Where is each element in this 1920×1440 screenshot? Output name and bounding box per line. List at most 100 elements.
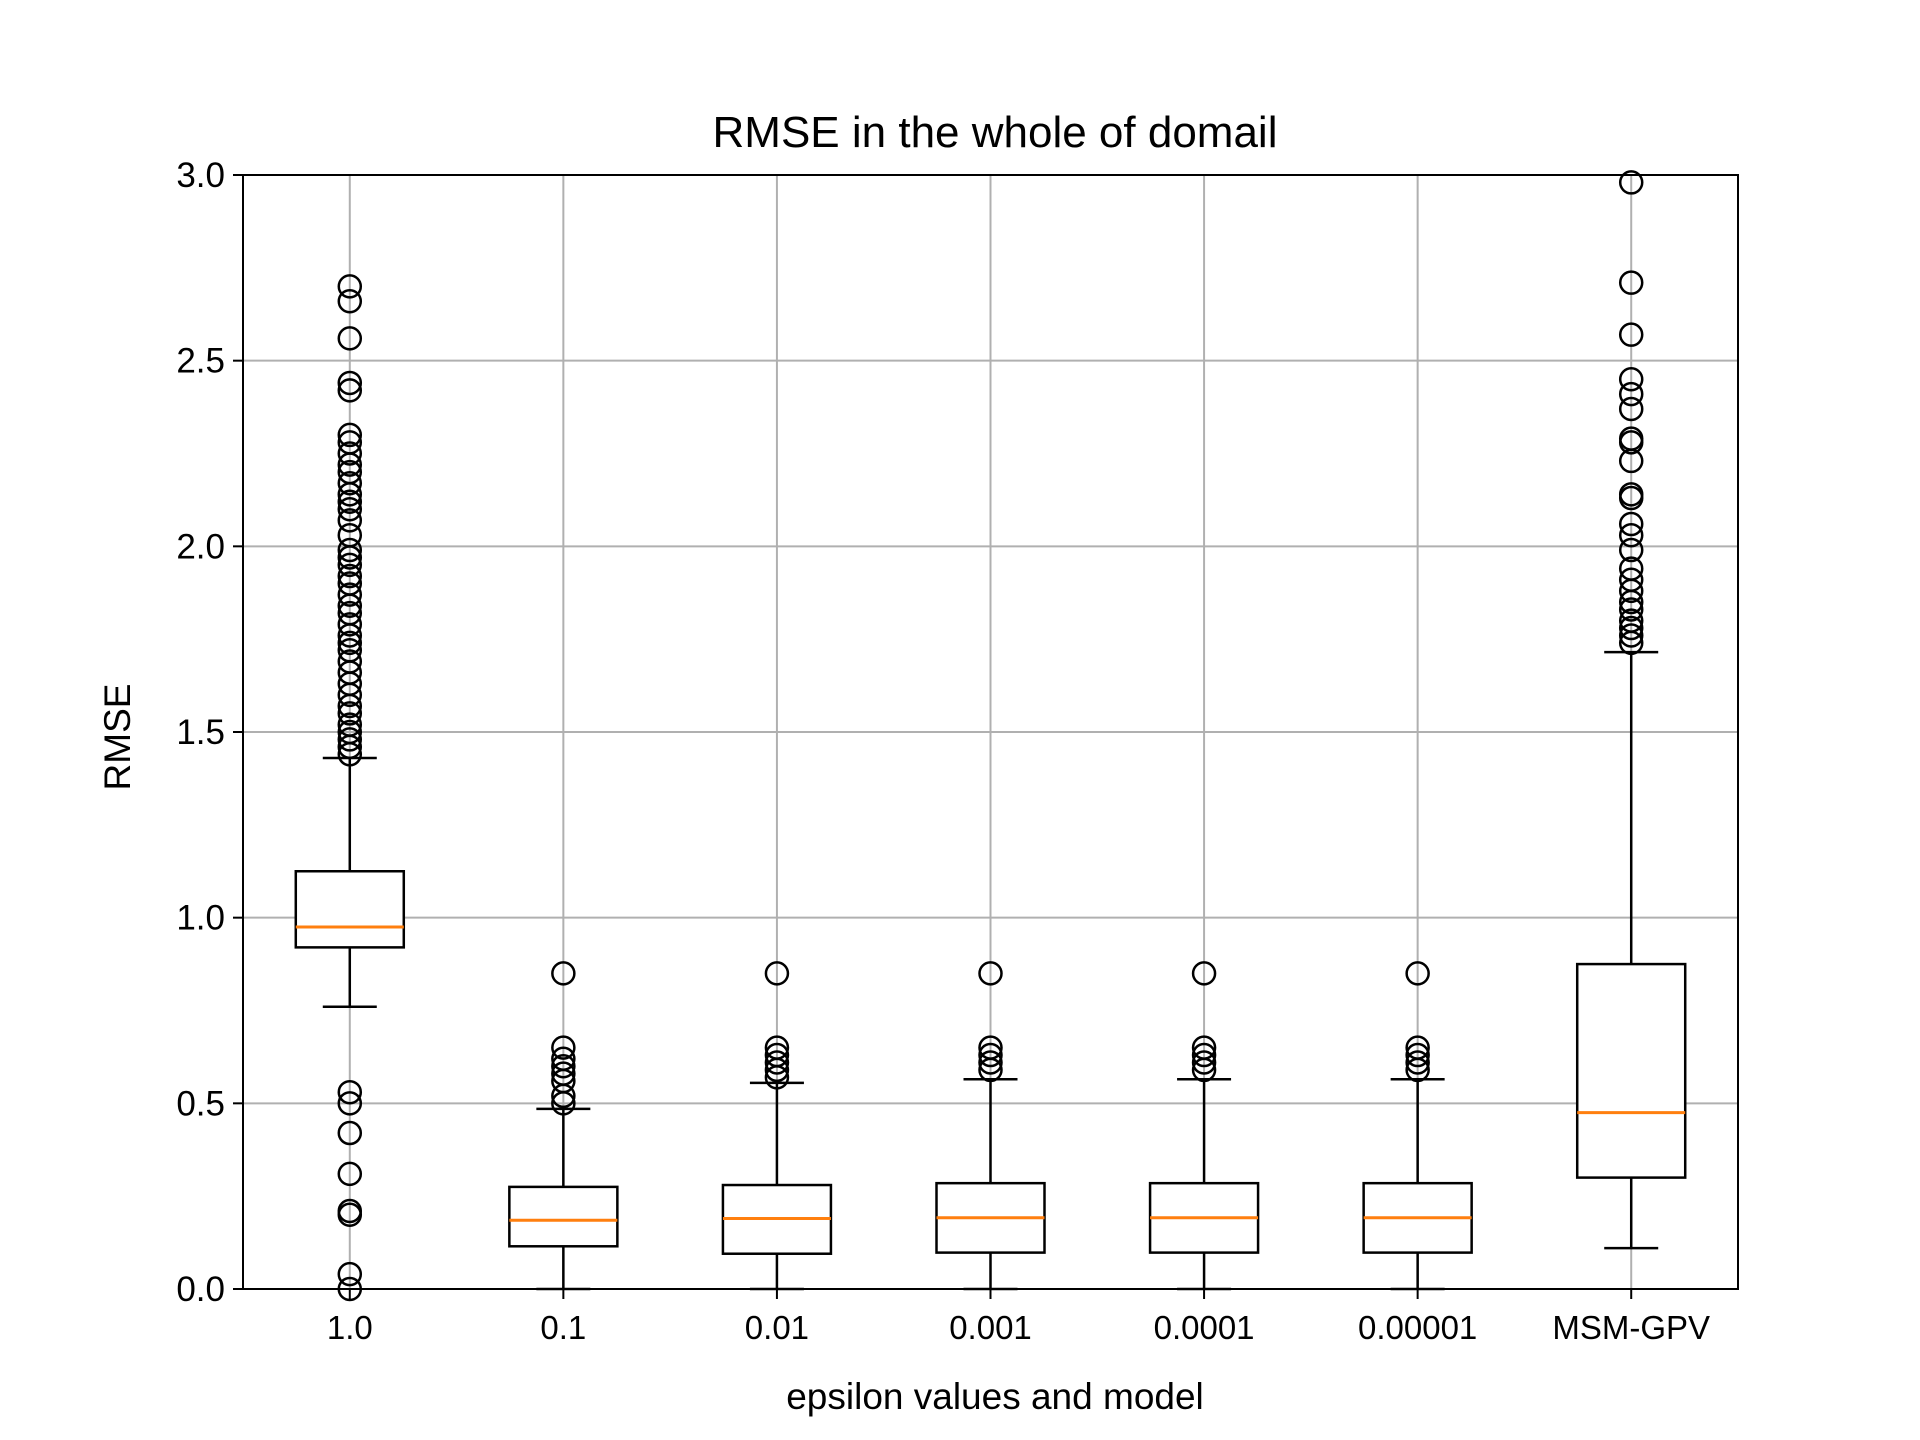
outlier-point: [1618, 322, 1644, 347]
outlier-point: [551, 961, 576, 986]
outlier-point: [337, 422, 363, 448]
outlier-point: [1618, 381, 1644, 407]
box-series: [294, 170, 1687, 1302]
outlier-point: [1405, 961, 1430, 986]
outlier-point: [1618, 615, 1644, 641]
outlier-point: [337, 582, 363, 607]
outlier-point: [337, 1079, 363, 1105]
outlier-point: [978, 961, 1003, 986]
outlier-point: [1618, 270, 1644, 295]
iqr-box: [294, 870, 406, 949]
box-MSM-GPV: [1575, 170, 1687, 1250]
outlier-point: [337, 378, 363, 403]
outlier-point: [337, 1261, 363, 1287]
outlier-point: [1618, 623, 1644, 648]
outlier-point: [337, 727, 363, 752]
outlier-point: [1191, 1057, 1217, 1083]
outlier-point: [337, 370, 363, 396]
x-axis-label: epsilon values and model: [786, 1376, 1204, 1417]
outlier-point: [1618, 537, 1644, 563]
x-tick-label: MSM-GPV: [1552, 1309, 1710, 1346]
x-tick-label: 0.0001: [1154, 1309, 1255, 1346]
outlier-point: [1618, 430, 1644, 455]
outlier-point: [337, 452, 363, 477]
chart-title: RMSE in the whole of domail: [713, 108, 1278, 157]
axis-ticks: 0.0 0.5 1.0 1.5 2.0 2.5 3.0 1.0 0.1 0.01 0.001 0.00…: [176, 156, 1710, 1346]
outlier-point: [551, 1091, 576, 1116]
outlier-point: [1405, 1050, 1430, 1075]
y-tick-label: 0.5: [176, 1084, 225, 1123]
outlier-point: [551, 1053, 576, 1079]
x-tick-label: 1.0: [327, 1309, 373, 1346]
outlier-point: [764, 961, 790, 986]
outlier-point: [1618, 630, 1644, 656]
outlier-point: [1618, 448, 1644, 474]
y-tick-label: 1.5: [176, 713, 225, 752]
outlier-point: [337, 682, 363, 708]
outlier-point: [337, 1161, 363, 1187]
outlier-point: [1405, 1042, 1430, 1068]
outlier-point: [337, 630, 363, 656]
outlier-point: [551, 1035, 576, 1060]
outlier-point: [337, 593, 363, 618]
box-0.001: [935, 961, 1046, 1291]
y-tick-label: 3.0: [176, 156, 225, 195]
outlier-point: [337, 1091, 363, 1116]
x-tick-label: 0.001: [949, 1309, 1032, 1346]
outlier-point: [337, 274, 363, 299]
box-0.01: [721, 961, 833, 1291]
outlier-point: [764, 1057, 790, 1083]
outlier-point: [337, 441, 363, 466]
outlier-point: [337, 289, 363, 314]
outlier-point: [551, 1083, 576, 1109]
x-tick-label: 0.1: [540, 1309, 586, 1346]
outlier-point: [1191, 1042, 1217, 1068]
outlier-point: [337, 623, 363, 648]
outlier-point: [1618, 396, 1644, 422]
outlier-point: [1405, 1057, 1430, 1083]
iqr-box: [1575, 962, 1687, 1179]
outlier-point: [1191, 961, 1217, 986]
y-tick-label: 2.5: [176, 342, 225, 381]
outlier-point: [337, 489, 363, 515]
outlier-point: [337, 496, 363, 522]
x-tick-label: 0.00001: [1358, 1309, 1477, 1346]
outlier-point: [1618, 522, 1644, 548]
outlier-point: [337, 470, 363, 496]
box-0.1: [508, 961, 619, 1291]
iqr-box: [508, 1185, 619, 1248]
outlier-point: [337, 563, 363, 589]
outlier-point: [1618, 366, 1644, 392]
outlier-point: [764, 1050, 790, 1075]
outlier-point: [337, 742, 363, 767]
outlier-point: [337, 693, 363, 719]
outlier-point: [1618, 597, 1644, 622]
outlier-point: [337, 508, 363, 533]
y-tick-label: 2.0: [176, 527, 225, 566]
outlier-point: [978, 1050, 1003, 1075]
outlier-point: [1618, 170, 1644, 195]
outlier-point: [1618, 589, 1644, 615]
outlier-point: [337, 1202, 363, 1227]
outlier-point: [337, 482, 363, 507]
outlier-point: [978, 1042, 1003, 1068]
box-0.00001: [1362, 961, 1473, 1291]
box-1.0: [294, 274, 406, 1302]
x-tick-label: 0.01: [745, 1309, 809, 1346]
outlier-point: [1618, 578, 1644, 604]
outlier-point: [1191, 1050, 1217, 1075]
outlier-point: [337, 612, 363, 637]
y-axis-label: RMSE: [97, 684, 138, 791]
outlier-point: [337, 326, 363, 351]
outlier-point: [337, 545, 363, 570]
outlier-point: [978, 1057, 1003, 1083]
y-tick-label: 1.0: [176, 899, 225, 938]
outlier-point: [337, 701, 363, 726]
outlier-point: [337, 734, 363, 760]
outlier-point: [337, 1120, 363, 1146]
outlier-point: [337, 552, 363, 578]
outlier-point: [1618, 485, 1644, 511]
outlier-point: [1618, 511, 1644, 537]
y-tick-label: 0.0: [176, 1270, 225, 1309]
